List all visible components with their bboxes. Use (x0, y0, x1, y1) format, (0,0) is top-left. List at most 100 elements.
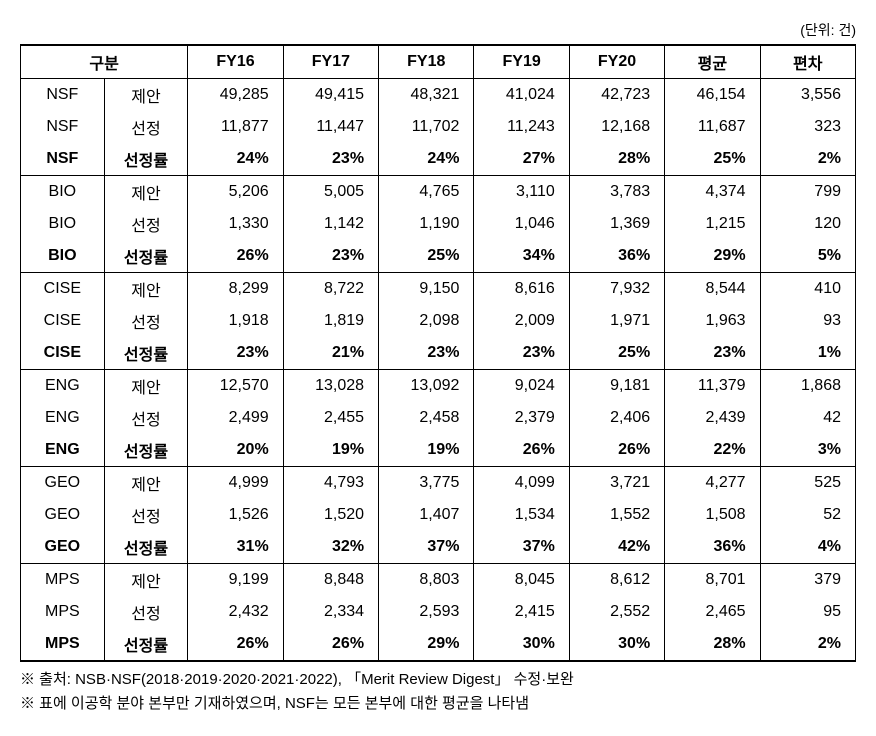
cell-value: 3,110 (474, 176, 569, 209)
cell-value: 13,028 (283, 370, 378, 403)
cell-value: 8,722 (283, 273, 378, 306)
cell-value: 3,721 (569, 467, 664, 500)
cell-category: ENG (21, 370, 105, 403)
cell-category: ENG (21, 402, 105, 434)
cell-value: 4,765 (379, 176, 474, 209)
cell-value: 25% (379, 240, 474, 273)
cell-value: 5,206 (188, 176, 283, 209)
cell-rowtype: 선정 (104, 111, 188, 143)
cell-value: 36% (569, 240, 664, 273)
cell-value: 11,687 (665, 111, 760, 143)
cell-category: BIO (21, 176, 105, 209)
cell-value: 1,971 (569, 305, 664, 337)
cell-value: 2,432 (188, 596, 283, 628)
cell-value: 4,099 (474, 467, 569, 500)
cell-value: 1,046 (474, 208, 569, 240)
cell-rowtype: 선정률 (104, 628, 188, 661)
cell-value: 1% (760, 337, 855, 370)
cell-value: 1,190 (379, 208, 474, 240)
cell-rowtype: 제안 (104, 370, 188, 403)
cell-value: 30% (569, 628, 664, 661)
cell-value: 8,701 (665, 564, 760, 597)
table-row: NSF선정률24%23%24%27%28%25%2% (21, 143, 856, 176)
cell-value: 8,803 (379, 564, 474, 597)
cell-value: 4,374 (665, 176, 760, 209)
cell-rowtype: 선정 (104, 208, 188, 240)
col-header-fy19: FY19 (474, 45, 569, 79)
cell-value: 11,702 (379, 111, 474, 143)
table-row: GEO선정률31%32%37%37%42%36%4% (21, 531, 856, 564)
cell-value: 8,616 (474, 273, 569, 306)
cell-value: 30% (474, 628, 569, 661)
cell-value: 28% (665, 628, 760, 661)
table-row: BIO제안5,2065,0054,7653,1103,7834,374799 (21, 176, 856, 209)
cell-value: 4% (760, 531, 855, 564)
cell-value: 1,215 (665, 208, 760, 240)
cell-value: 12,570 (188, 370, 283, 403)
cell-value: 37% (474, 531, 569, 564)
cell-value: 379 (760, 564, 855, 597)
cell-rowtype: 제안 (104, 79, 188, 112)
cell-category: MPS (21, 564, 105, 597)
col-header-fy20: FY20 (569, 45, 664, 79)
cell-value: 26% (569, 434, 664, 467)
cell-value: 11,877 (188, 111, 283, 143)
cell-category: NSF (21, 111, 105, 143)
cell-value: 26% (188, 240, 283, 273)
cell-value: 2,334 (283, 596, 378, 628)
cell-value: 1,520 (283, 499, 378, 531)
cell-rowtype: 선정 (104, 305, 188, 337)
cell-value: 2,455 (283, 402, 378, 434)
col-header-stddev: 편차 (760, 45, 855, 79)
cell-value: 25% (569, 337, 664, 370)
cell-value: 1,552 (569, 499, 664, 531)
col-header-fy16: FY16 (188, 45, 283, 79)
cell-value: 23% (379, 337, 474, 370)
table-row: MPS선정2,4322,3342,5932,4152,5522,46595 (21, 596, 856, 628)
cell-value: 52 (760, 499, 855, 531)
cell-value: 29% (379, 628, 474, 661)
cell-value: 5,005 (283, 176, 378, 209)
table-row: CISE제안8,2998,7229,1508,6167,9328,544410 (21, 273, 856, 306)
cell-value: 42,723 (569, 79, 664, 112)
footnote-1: ※ 출처: NSB·NSF(2018·2019·2020·2021·2022),… (20, 668, 856, 692)
cell-value: 9,150 (379, 273, 474, 306)
cell-value: 2,379 (474, 402, 569, 434)
cell-value: 323 (760, 111, 855, 143)
cell-value: 13,092 (379, 370, 474, 403)
cell-category: CISE (21, 337, 105, 370)
cell-value: 26% (188, 628, 283, 661)
cell-value: 3,556 (760, 79, 855, 112)
cell-value: 525 (760, 467, 855, 500)
cell-category: GEO (21, 531, 105, 564)
cell-value: 23% (474, 337, 569, 370)
cell-value: 2% (760, 628, 855, 661)
cell-value: 2,009 (474, 305, 569, 337)
table-row: BIO선정1,3301,1421,1901,0461,3691,215120 (21, 208, 856, 240)
table-container: (단위: 건) 구분 FY16 FY17 FY18 FY19 FY20 평균 편… (20, 20, 856, 716)
cell-value: 19% (379, 434, 474, 467)
cell-value: 23% (283, 240, 378, 273)
cell-rowtype: 제안 (104, 273, 188, 306)
cell-value: 1,534 (474, 499, 569, 531)
cell-value: 27% (474, 143, 569, 176)
table-body: NSF제안49,28549,41548,32141,02442,72346,15… (21, 79, 856, 662)
cell-value: 8,299 (188, 273, 283, 306)
cell-value: 5% (760, 240, 855, 273)
table-row: MPS선정률26%26%29%30%30%28%2% (21, 628, 856, 661)
cell-rowtype: 선정률 (104, 240, 188, 273)
cell-value: 42% (569, 531, 664, 564)
cell-value: 11,379 (665, 370, 760, 403)
cell-value: 8,848 (283, 564, 378, 597)
col-header-category: 구분 (21, 45, 188, 79)
cell-rowtype: 선정 (104, 402, 188, 434)
cell-value: 2,098 (379, 305, 474, 337)
cell-category: BIO (21, 240, 105, 273)
table-row: CISE선정률23%21%23%23%25%23%1% (21, 337, 856, 370)
cell-value: 21% (283, 337, 378, 370)
cell-rowtype: 제안 (104, 176, 188, 209)
cell-value: 34% (474, 240, 569, 273)
cell-value: 2,552 (569, 596, 664, 628)
cell-value: 1,868 (760, 370, 855, 403)
cell-value: 1,526 (188, 499, 283, 531)
